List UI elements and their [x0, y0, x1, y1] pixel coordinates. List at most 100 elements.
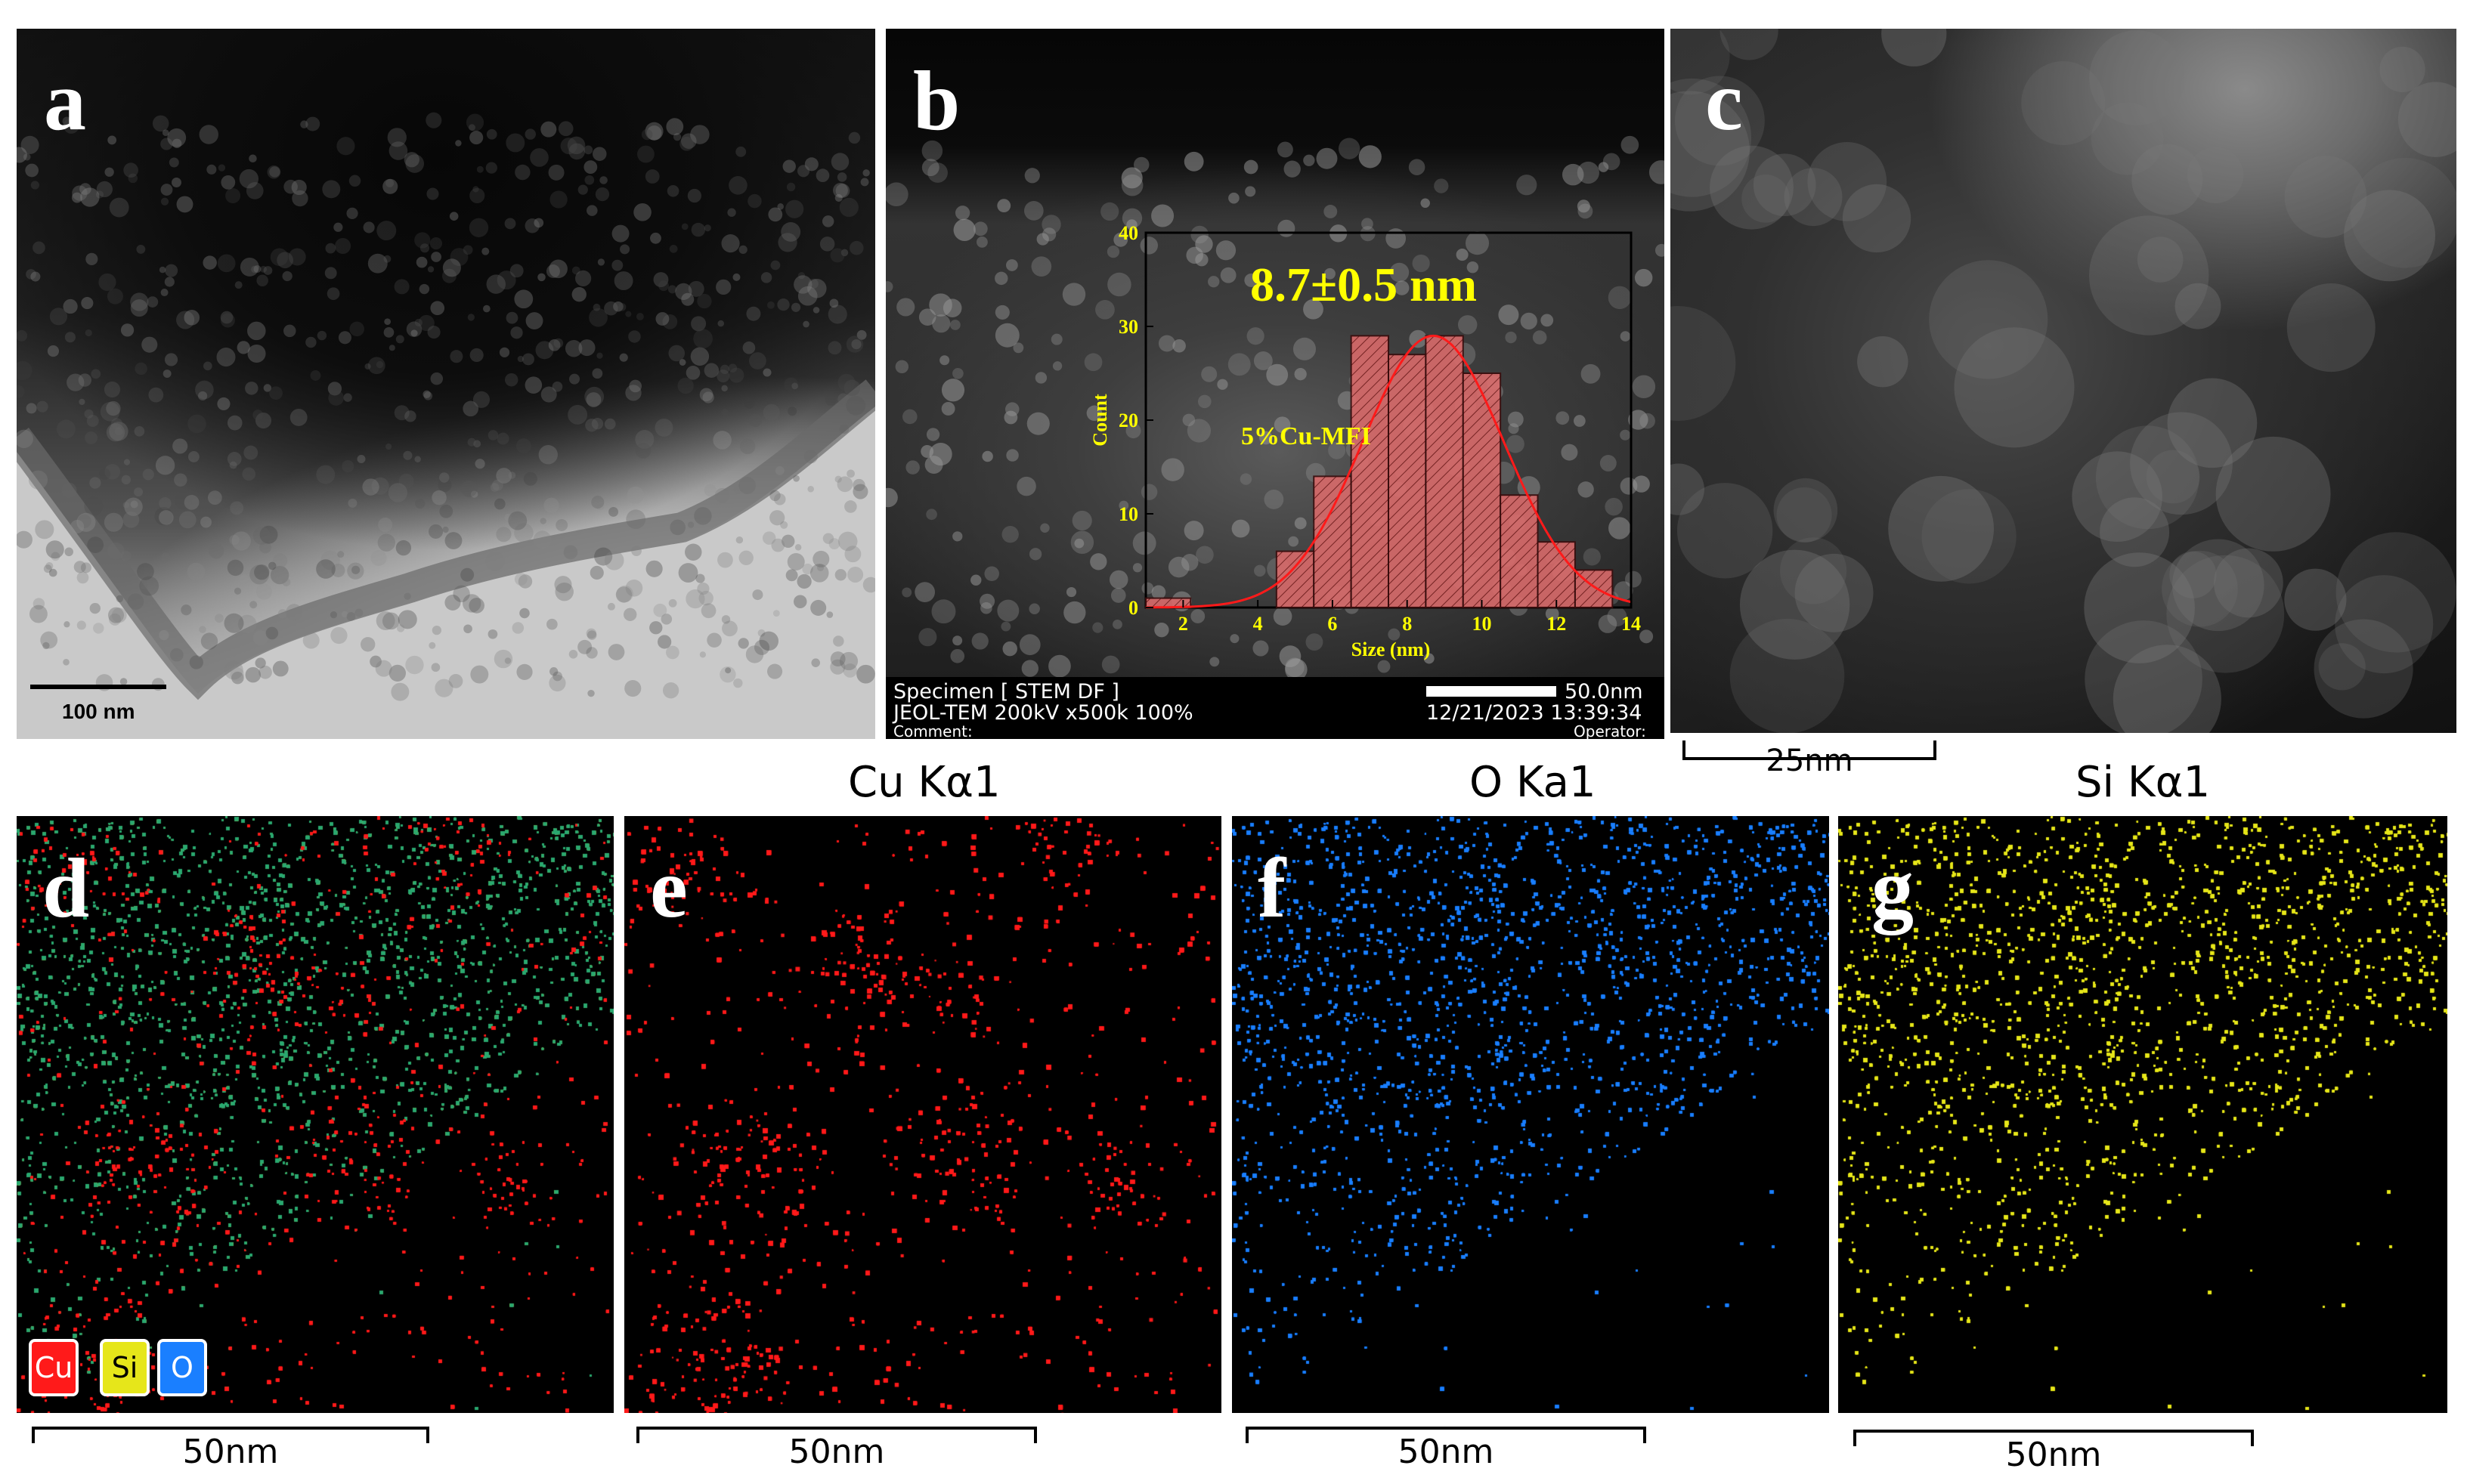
- tem-grain: [686, 366, 701, 380]
- stem-particle: [1161, 458, 1184, 481]
- tem-grain: [850, 240, 864, 255]
- stem-particle: [1608, 517, 1631, 539]
- tem-grain: [586, 392, 602, 407]
- stem-particle: [1517, 476, 1540, 499]
- tem-grain: [227, 415, 243, 431]
- tem-grain: [748, 193, 762, 209]
- tem-grain: [104, 512, 123, 532]
- tem-grain: [122, 511, 140, 528]
- tem-grain: [797, 271, 806, 280]
- haadf-particle: [2095, 425, 2199, 530]
- tem-grain: [571, 266, 580, 275]
- tem-grain: [637, 145, 655, 163]
- stem-particle: [1125, 423, 1141, 439]
- legend-cu: Cu: [29, 1339, 79, 1396]
- stem-particle: [1062, 283, 1086, 306]
- haadf-particle: [2318, 643, 2366, 691]
- scale-bar-f: [1246, 1427, 1646, 1443]
- tem-grain: [432, 490, 447, 505]
- scale-bar-a: [30, 685, 166, 689]
- tem-grain: [265, 626, 279, 640]
- tem-grain: [137, 563, 154, 580]
- tem-grain: [17, 385, 25, 398]
- tem-grain: [258, 665, 272, 679]
- stem-particle: [1074, 538, 1085, 549]
- tem-grain: [200, 516, 212, 528]
- eds-o-map-f: f: [1232, 816, 1829, 1413]
- stem-particle: [1151, 204, 1175, 227]
- tem-grain: [376, 611, 395, 630]
- tem-grain: [485, 162, 497, 174]
- stem-particle: [1209, 657, 1220, 667]
- tem-grain: [693, 329, 713, 349]
- stem-particle: [1119, 500, 1129, 511]
- histogram-ytick-label: 0: [1128, 597, 1138, 619]
- tem-grain: [635, 430, 655, 449]
- tem-grain: [239, 574, 249, 584]
- tem-grain: [176, 196, 193, 213]
- tem-grain: [825, 394, 837, 406]
- tem-grain: [653, 272, 669, 288]
- tem-grain: [229, 534, 240, 546]
- tem-grain: [64, 547, 73, 557]
- tem-grain: [794, 544, 802, 551]
- tem-grain: [140, 582, 148, 589]
- tem-grain: [316, 465, 336, 484]
- tem-grain: [833, 635, 844, 647]
- tem-grain: [729, 176, 748, 195]
- tem-grain: [17, 360, 33, 381]
- stem-particle: [1598, 614, 1617, 633]
- tem-grain: [540, 386, 557, 403]
- stem-particle: [1035, 372, 1048, 384]
- stem-particle: [1532, 330, 1547, 345]
- tem-grain: [830, 659, 846, 675]
- stem-particle: [1599, 454, 1617, 471]
- stem-particle: [1274, 416, 1291, 433]
- tem-grain: [618, 303, 627, 311]
- tem-grain: [497, 432, 509, 445]
- panel-letter-c: c: [1705, 54, 1743, 148]
- tem-grain: [568, 404, 588, 425]
- tem-grain: [371, 477, 389, 495]
- tem-grain: [738, 245, 748, 254]
- tem-grain: [754, 639, 770, 655]
- tem-grain: [469, 218, 489, 238]
- haadf-particle: [2091, 102, 2164, 175]
- stem-particle: [921, 444, 934, 458]
- tem-grain: [571, 286, 587, 302]
- tem-grain: [646, 125, 662, 141]
- haadf-particles: [1670, 29, 2456, 733]
- tem-grain: [585, 419, 599, 432]
- stem-particle: [1254, 564, 1266, 577]
- tem-grain: [668, 598, 677, 608]
- footer-operator: Operator:: [1574, 722, 1646, 739]
- tem-grain: [631, 546, 642, 557]
- stem-particle: [1466, 261, 1479, 274]
- tem-grain: [537, 273, 546, 282]
- stem-particle: [1109, 570, 1128, 589]
- tem-grain: [336, 137, 355, 156]
- tem-grain: [733, 678, 743, 688]
- tem-grain: [260, 265, 267, 273]
- tem-grain: [675, 283, 692, 300]
- tem-grain: [200, 632, 218, 650]
- tem-grain: [847, 469, 855, 478]
- tem-grain: [518, 574, 533, 589]
- tem-grain: [49, 308, 68, 326]
- tem-grain: [342, 459, 354, 473]
- tem-grain: [721, 234, 740, 253]
- tem-grain: [362, 478, 379, 496]
- stem-particle: [1132, 563, 1143, 573]
- tem-grain: [860, 178, 869, 187]
- stem-particle: [902, 587, 912, 598]
- tem-grain: [486, 128, 497, 140]
- tem-grain: [816, 168, 830, 182]
- tem-grain: [361, 637, 376, 652]
- tem-grain: [748, 413, 763, 428]
- tem-grain: [441, 268, 457, 283]
- tem-grain: [263, 266, 273, 275]
- tem-grain: [830, 248, 845, 263]
- tem-grain: [525, 376, 543, 394]
- haadf-particle: [1807, 142, 1887, 221]
- scale-label-g: 50nm: [2005, 1436, 2102, 1474]
